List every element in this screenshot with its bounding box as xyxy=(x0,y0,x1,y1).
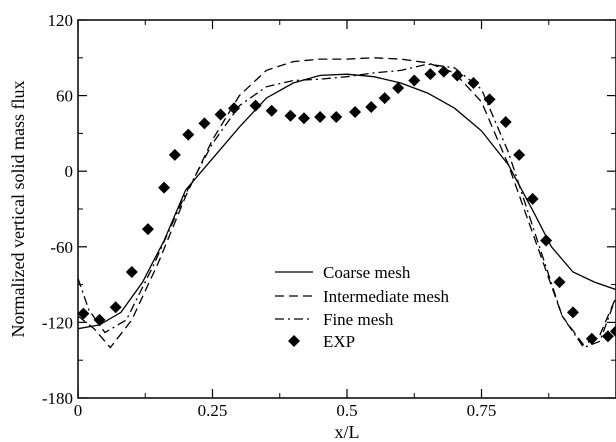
exp-data-point xyxy=(93,313,106,326)
x-tick-label: 0.5 xyxy=(336,401,357,420)
legend-label: EXP xyxy=(323,332,355,351)
series-line-fine-mesh xyxy=(78,63,616,349)
exp-data-point xyxy=(526,192,539,205)
legend-label: Fine mesh xyxy=(323,310,394,329)
series-layer xyxy=(78,57,616,349)
exp-data-point xyxy=(499,116,512,129)
exp-data-point xyxy=(109,301,122,314)
x-axis-title: x/L xyxy=(335,422,360,442)
exp-data-point xyxy=(408,74,421,87)
y-tick-label: -120 xyxy=(42,313,73,332)
x-tick-label: 0.75 xyxy=(467,401,497,420)
x-tick-label: 0 xyxy=(74,401,83,420)
exp-data-point xyxy=(424,68,437,81)
exp-data-point xyxy=(601,330,614,343)
x-tick-label: 0.25 xyxy=(198,401,228,420)
tick-labels: 0 0.25 0.5 0.75 -180 -120 -60 0 60 120 xyxy=(42,11,497,420)
exp-data-point xyxy=(585,332,598,345)
exp-data-point xyxy=(265,104,278,117)
exp-data-point xyxy=(437,65,450,78)
exp-data-point xyxy=(365,100,378,113)
y-tick-label: 120 xyxy=(48,11,74,30)
y-axis-title: Normalized vertical solid mass flux xyxy=(8,81,28,338)
exp-data-point xyxy=(392,82,405,95)
exp-data-point xyxy=(249,99,262,112)
exp-data-point xyxy=(540,234,553,247)
exp-data-point xyxy=(451,69,464,82)
exp-data-point xyxy=(553,276,566,289)
exp-data-point xyxy=(182,128,195,141)
exp-data-point xyxy=(158,181,171,194)
y-tick-label: -60 xyxy=(50,238,73,257)
legend-label: Coarse mesh xyxy=(323,263,411,282)
exp-data-point xyxy=(467,77,480,89)
exp-data-point xyxy=(228,102,241,115)
exp-data-point xyxy=(349,105,362,118)
exp-data-point xyxy=(284,109,297,122)
exp-data-point xyxy=(513,148,526,161)
exp-data-point xyxy=(330,111,343,124)
series-line-coarse-mesh xyxy=(78,73,616,330)
exp-data-point xyxy=(297,112,310,125)
legend-label: Intermediate mesh xyxy=(323,287,450,306)
exp-data-point xyxy=(78,307,90,320)
y-tick-label: 60 xyxy=(56,87,73,106)
axis-ticks xyxy=(77,19,616,399)
y-tick-label: 0 xyxy=(65,162,74,181)
series-line-intermediate-mesh xyxy=(78,57,616,349)
exp-data-point xyxy=(141,223,154,236)
y-tick-label: -180 xyxy=(42,389,73,408)
exp-data-point xyxy=(610,325,616,338)
exp-data-point xyxy=(483,93,496,106)
legend: Coarse mesh Intermediate mesh Fine mesh EXP xyxy=(275,263,450,351)
exp-data-point xyxy=(214,108,227,121)
exp-data-point xyxy=(378,92,391,105)
exp-data-point xyxy=(566,306,579,319)
exp-data-point xyxy=(168,148,181,161)
scatter-layer xyxy=(78,65,616,345)
legend-swatch-exp xyxy=(288,335,300,347)
exp-data-point xyxy=(125,266,138,278)
exp-data-point xyxy=(314,111,327,124)
exp-data-point xyxy=(198,117,211,130)
